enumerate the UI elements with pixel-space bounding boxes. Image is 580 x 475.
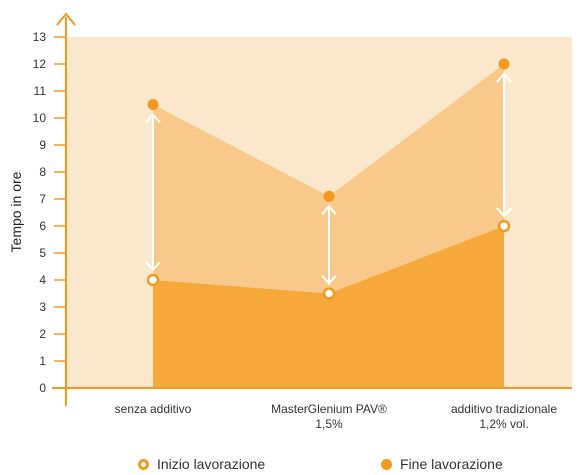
end-point — [323, 190, 335, 202]
legend-item-start: Inizio lavorazione — [138, 454, 265, 474]
start-point — [146, 273, 160, 287]
legend-item-end: Fine lavorazione — [381, 454, 503, 474]
x-tick-label: MasterGlenium PAV® 1,5% — [271, 402, 387, 431]
y-tick-label: 7 — [39, 192, 46, 206]
y-tick-label: 9 — [39, 138, 46, 152]
y-tick-label: 1 — [39, 354, 46, 368]
y-tick-label: 3 — [39, 300, 46, 314]
y-tick-label: 8 — [39, 165, 46, 179]
y-axis-label: Tempo in ore — [8, 171, 24, 252]
range-arrows — [145, 72, 512, 286]
y-tick-label: 0 — [39, 381, 46, 395]
range-arrow — [496, 72, 512, 218]
end-point — [147, 99, 159, 110]
filled-circle-icon — [381, 458, 392, 470]
y-tick-label: 5 — [39, 246, 46, 260]
range-arrow — [321, 204, 337, 286]
upper-area — [153, 64, 504, 294]
start-point — [497, 219, 511, 233]
y-tick-label: 10 — [33, 111, 47, 125]
legend-label-start: Inizio lavorazione — [157, 456, 266, 472]
y-tick-label: 11 — [34, 84, 47, 98]
x-tick-labels: senza additivo MasterGlenium PAV® 1,5% addi… — [115, 402, 558, 431]
x-tick-label: senza additivo — [115, 402, 192, 416]
open-circle-icon — [138, 458, 149, 470]
y-tick-label: 13 — [33, 30, 47, 44]
start-point — [322, 287, 336, 300]
y-tick-label: 6 — [39, 219, 46, 233]
end-point — [498, 58, 510, 70]
y-tick-label: 2 — [39, 327, 46, 341]
y-axis-arrow-icon — [56, 12, 76, 26]
legend-label-end: Fine lavorazione — [400, 456, 503, 472]
x-tick-label: additivo tradizionale 1,2% vol. — [451, 402, 557, 431]
data-points — [146, 58, 511, 300]
range-arrow — [145, 112, 161, 272]
y-tick-label: 12 — [33, 57, 47, 71]
y-tick-label: 4 — [39, 273, 46, 287]
lower-area — [153, 226, 504, 388]
